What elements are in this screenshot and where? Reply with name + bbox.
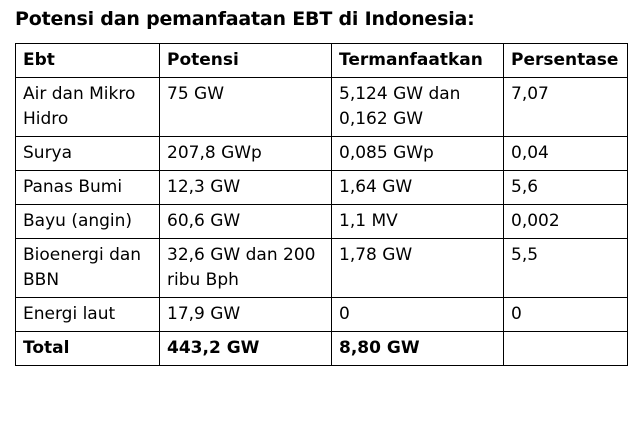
header-termanfaatkan: Termanfaatkan bbox=[331, 43, 504, 78]
header-ebt: Ebt bbox=[15, 43, 160, 78]
table-row: Bayu (angin) 60,6 GW 1,1 MV 0,002 bbox=[15, 204, 628, 239]
total-potensi: 443,2 GW bbox=[159, 331, 332, 366]
cell-ebt: Bayu (angin) bbox=[15, 204, 160, 239]
cell-potensi: 60,6 GW bbox=[159, 204, 332, 239]
cell-potensi: 75 GW bbox=[159, 77, 332, 137]
total-termanfaatkan: 8,80 GW bbox=[331, 331, 504, 366]
cell-persentase: 5,5 bbox=[503, 238, 628, 298]
total-persentase bbox=[503, 331, 628, 366]
table-row: Energi laut 17,9 GW 0 0 bbox=[15, 297, 628, 332]
cell-termanfaatkan: 5,124 GW dan 0,162 GW bbox=[331, 77, 504, 137]
cell-persentase: 0,002 bbox=[503, 204, 628, 239]
table-row: Panas Bumi 12,3 GW 1,64 GW 5,6 bbox=[15, 170, 628, 205]
cell-ebt: Surya bbox=[15, 136, 160, 171]
table-row: Surya 207,8 GWp 0,085 GWp 0,04 bbox=[15, 136, 628, 171]
table-total-row: Total 443,2 GW 8,80 GW bbox=[15, 331, 628, 366]
cell-ebt: Air dan Mikro Hidro bbox=[15, 77, 160, 137]
header-potensi: Potensi bbox=[159, 43, 332, 78]
table-row: Bioenergi dan BBN 32,6 GW dan 200 ribu B… bbox=[15, 238, 628, 298]
cell-persentase: 0,04 bbox=[503, 136, 628, 171]
cell-ebt: Bioenergi dan BBN bbox=[15, 238, 160, 298]
table-row: Air dan Mikro Hidro 75 GW 5,124 GW dan 0… bbox=[15, 77, 628, 137]
cell-termanfaatkan: 1,1 MV bbox=[331, 204, 504, 239]
total-label: Total bbox=[15, 331, 160, 366]
cell-persentase: 5,6 bbox=[503, 170, 628, 205]
table-header-row: Ebt Potensi Termanfaatkan Persentase bbox=[15, 43, 628, 78]
cell-termanfaatkan: 1,64 GW bbox=[331, 170, 504, 205]
ebt-table: Ebt Potensi Termanfaatkan Persentase Air… bbox=[15, 43, 628, 366]
cell-ebt: Panas Bumi bbox=[15, 170, 160, 205]
cell-ebt: Energi laut bbox=[15, 297, 160, 332]
header-persentase: Persentase bbox=[503, 43, 628, 78]
cell-termanfaatkan: 0,085 GWp bbox=[331, 136, 504, 171]
cell-potensi: 207,8 GWp bbox=[159, 136, 332, 171]
document-title: Potensi dan pemanfaatan EBT di Indonesia… bbox=[15, 8, 475, 30]
cell-potensi: 12,3 GW bbox=[159, 170, 332, 205]
cell-termanfaatkan: 0 bbox=[331, 297, 504, 332]
cell-potensi: 32,6 GW dan 200 ribu Bph bbox=[159, 238, 332, 298]
cell-persentase: 7,07 bbox=[503, 77, 628, 137]
cell-persentase: 0 bbox=[503, 297, 628, 332]
cell-termanfaatkan: 1,78 GW bbox=[331, 238, 504, 298]
cell-potensi: 17,9 GW bbox=[159, 297, 332, 332]
